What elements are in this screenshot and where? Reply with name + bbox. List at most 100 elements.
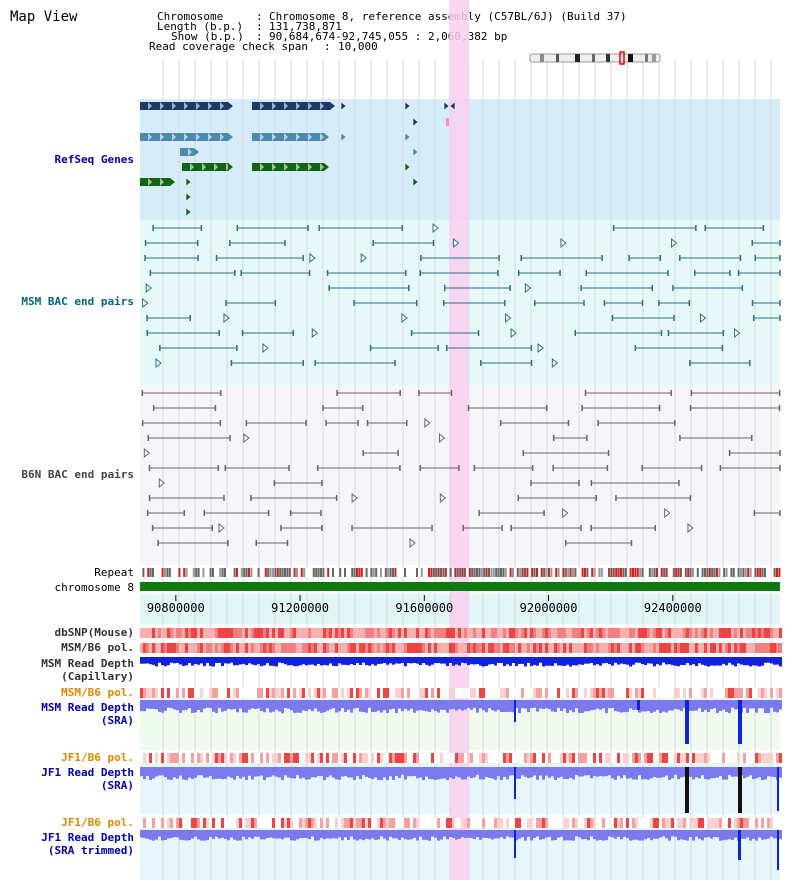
- refseq-gene[interactable]: [252, 102, 335, 110]
- msm-bac-pair[interactable]: [236, 225, 309, 231]
- msm-bac-single-end[interactable]: [537, 342, 544, 354]
- b6n-bac-single-end[interactable]: [439, 492, 447, 504]
- msm-bac-pair[interactable]: [225, 300, 277, 306]
- b6n-bac-pair[interactable]: [753, 510, 781, 516]
- msm-bac-pair[interactable]: [372, 240, 435, 246]
- msm-bac-pair[interactable]: [419, 270, 499, 276]
- msm-bac-pair[interactable]: [420, 255, 500, 261]
- refseq-gene[interactable]: [252, 133, 329, 141]
- msm-bac-single-end[interactable]: [432, 222, 439, 234]
- depth-spike[interactable]: [777, 767, 779, 811]
- b6n-bac-pair[interactable]: [146, 510, 185, 516]
- msm-bac-pair[interactable]: [144, 255, 199, 261]
- refseq-gene[interactable]: [140, 178, 175, 186]
- b6n-bac-pair[interactable]: [522, 450, 610, 456]
- b6n-bac-single-end[interactable]: [243, 432, 250, 444]
- msm-bac-pair[interactable]: [704, 225, 765, 231]
- msm-bac-pair[interactable]: [520, 255, 603, 261]
- msm-bac-pair[interactable]: [328, 285, 410, 291]
- b6n-bac-single-end[interactable]: [664, 507, 671, 519]
- b6n-bac-pair[interactable]: [148, 495, 225, 501]
- msm-bac-pair[interactable]: [612, 225, 697, 231]
- b6n-bac-pair[interactable]: [581, 405, 661, 411]
- msm-bac-pair[interactable]: [752, 315, 781, 321]
- gene-marker-pink[interactable]: [446, 118, 449, 126]
- b6n-bac-pair[interactable]: [141, 420, 222, 426]
- b6n-bac-single-end[interactable]: [409, 537, 416, 549]
- b6n-bac-pair[interactable]: [615, 495, 692, 501]
- msm-bac-pair[interactable]: [318, 225, 403, 231]
- b6n-bac-single-end[interactable]: [158, 477, 166, 489]
- msm-bac-single-end[interactable]: [524, 282, 532, 294]
- b6n-bac-pair[interactable]: [289, 510, 322, 516]
- msm-bac-pair[interactable]: [751, 240, 781, 246]
- msm-bac-pair[interactable]: [410, 330, 480, 336]
- b6n-bac-pair[interactable]: [510, 525, 582, 531]
- msm-bac-pair[interactable]: [517, 270, 561, 276]
- refseq-gene[interactable]: [140, 102, 233, 110]
- b6n-bac-single-end[interactable]: [218, 522, 225, 534]
- b6n-bac-pair[interactable]: [351, 525, 433, 531]
- b6n-bac-pair[interactable]: [245, 420, 307, 426]
- msm-bac-single-end[interactable]: [309, 252, 316, 264]
- msm-bac-pair[interactable]: [445, 345, 533, 351]
- refseq-gene[interactable]: [252, 163, 329, 171]
- b6n-bac-pair[interactable]: [517, 495, 597, 501]
- gene-marker[interactable]: [404, 132, 411, 142]
- msm-bac-single-end[interactable]: [510, 327, 517, 339]
- b6n-bac-pair[interactable]: [151, 525, 213, 531]
- gene-marker[interactable]: [340, 101, 347, 111]
- chromosome-bar[interactable]: [140, 582, 780, 591]
- b6n-bac-pair[interactable]: [641, 465, 703, 471]
- depth-spike[interactable]: [777, 830, 779, 870]
- msm-bac-pair[interactable]: [369, 345, 439, 351]
- depth-spike[interactable]: [685, 767, 689, 813]
- msm-bac-pair[interactable]: [241, 330, 295, 336]
- depth-spike[interactable]: [514, 767, 516, 799]
- msm-bac-pair[interactable]: [585, 270, 669, 276]
- msm-bac-pair[interactable]: [443, 285, 511, 291]
- b6n-bac-pair[interactable]: [152, 405, 217, 411]
- msm-bac-pair[interactable]: [658, 300, 691, 306]
- msm-bac-pair[interactable]: [240, 270, 311, 276]
- msm-bac-single-end[interactable]: [700, 312, 707, 324]
- refseq-gene[interactable]: [182, 163, 233, 171]
- depth-spike[interactable]: [738, 767, 742, 813]
- b6n-bac-pair[interactable]: [336, 390, 401, 396]
- b6n-bac-pair[interactable]: [316, 465, 401, 471]
- msm-bac-single-end[interactable]: [155, 357, 162, 369]
- depth-spike[interactable]: [738, 700, 742, 744]
- msm-bac-single-end[interactable]: [670, 237, 678, 249]
- msm-bac-pair[interactable]: [215, 255, 304, 261]
- gene-marker[interactable]: [412, 147, 419, 157]
- msm-bac-pair[interactable]: [326, 270, 407, 276]
- b6n-bac-pair[interactable]: [147, 435, 231, 441]
- depth-spike[interactable]: [514, 700, 516, 722]
- msm-bac-pair[interactable]: [667, 330, 725, 336]
- b6n-bac-pair[interactable]: [362, 450, 399, 456]
- msm-bac-single-end[interactable]: [262, 342, 269, 354]
- gene-marker[interactable]: [404, 101, 411, 111]
- msm-bac-pair[interactable]: [229, 240, 286, 246]
- depth-spike[interactable]: [514, 830, 516, 858]
- msm-bac-pair[interactable]: [751, 300, 781, 306]
- msm-bac-pair[interactable]: [534, 300, 585, 306]
- b6n-bac-pair[interactable]: [366, 420, 408, 426]
- msm-bac-pair[interactable]: [149, 270, 236, 276]
- gene-marker[interactable]: [412, 117, 419, 127]
- refseq-gene[interactable]: [180, 148, 199, 156]
- b6n-bac-pair[interactable]: [250, 495, 338, 501]
- b6n-bac-pair[interactable]: [689, 405, 781, 411]
- b6n-bac-pair[interactable]: [203, 510, 270, 516]
- b6n-bac-pair[interactable]: [419, 465, 460, 471]
- gene-marker[interactable]: [185, 177, 192, 187]
- gene-marker[interactable]: [449, 101, 456, 111]
- msm-bac-pair[interactable]: [603, 300, 644, 306]
- b6n-bac-pair[interactable]: [418, 390, 453, 396]
- b6n-bac-pair[interactable]: [148, 465, 220, 471]
- b6n-bac-pair[interactable]: [564, 540, 633, 546]
- msm-bac-single-end[interactable]: [360, 252, 367, 264]
- ideogram-position-marker[interactable]: [619, 51, 625, 65]
- b6n-bac-pair[interactable]: [280, 525, 323, 531]
- b6n-bac-pair[interactable]: [255, 540, 289, 546]
